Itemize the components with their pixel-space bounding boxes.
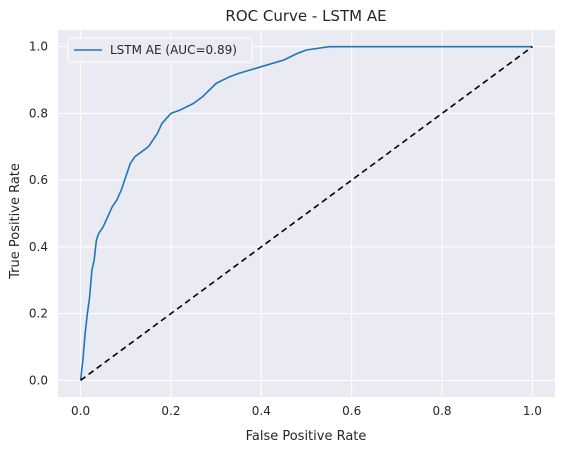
x-tick-label: 0.0 <box>71 404 90 418</box>
chart-title: ROC Curve - LSTM AE <box>225 7 386 25</box>
x-tick-label: 0.4 <box>252 404 271 418</box>
x-tick-label: 1.0 <box>523 404 542 418</box>
y-tick-label: 0.0 <box>29 373 48 387</box>
y-tick-label: 0.2 <box>29 307 48 321</box>
roc-curve-line <box>79 45 533 381</box>
y-axis-label: True Positive Rate <box>8 163 23 280</box>
x-tick-label: 0.2 <box>161 404 180 418</box>
diagonal-reference-line <box>80 46 533 381</box>
y-tick-label: 0.6 <box>29 173 48 187</box>
y-tick-label: 1.0 <box>29 40 48 54</box>
x-tick-label: 0.8 <box>432 404 451 418</box>
plot-area: 0.0 0.2 0.4 0.6 0.8 1.0 0.0 0.2 0.4 0.6 0.8 1.0 LSTM… <box>29 30 555 418</box>
y-tick-label: 0.4 <box>29 240 48 254</box>
x-tick-label: 0.6 <box>342 404 361 418</box>
y-tick-label: 0.8 <box>29 106 48 120</box>
legend-label: LSTM AE (AUC=0.89) <box>110 43 237 57</box>
x-axis-label: False Positive Rate <box>246 429 367 444</box>
legend-box <box>67 37 253 63</box>
